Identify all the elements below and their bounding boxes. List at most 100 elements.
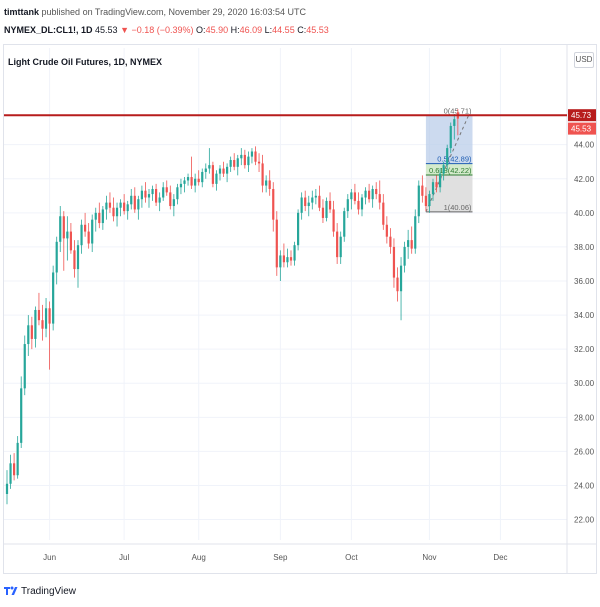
candle-body — [215, 173, 218, 184]
y-tick-label: 34.00 — [574, 311, 595, 320]
y-tick-label: 38.00 — [574, 243, 595, 252]
y-tick-label: 44.00 — [574, 141, 595, 150]
candle-body — [5, 483, 9, 494]
candle-body — [382, 202, 385, 225]
candle-body — [417, 185, 420, 217]
price-change: ▼ −0.18 (−0.39%) — [120, 25, 194, 35]
candle-body — [300, 197, 303, 213]
candle-body — [169, 192, 172, 207]
candle-body — [321, 207, 325, 218]
candle-body — [368, 190, 371, 200]
tradingview-logo-icon[interactable] — [4, 585, 18, 597]
candle-body — [218, 168, 222, 174]
fib-zone-0.5-0.618 — [425, 163, 473, 176]
candle-body — [396, 277, 399, 292]
fib-level-label: 1(40.06) — [444, 203, 472, 212]
y-tick-label: 22.00 — [574, 516, 595, 525]
candle-body — [176, 187, 179, 200]
candle-body — [144, 190, 147, 198]
x-tick-label: Jun — [43, 553, 56, 562]
x-tick-label: Nov — [422, 553, 436, 562]
candle-body — [140, 190, 143, 200]
candle-body — [204, 168, 207, 172]
price-chart[interactable]: 0(45.71)0.5(42.89)0.618(42.22)1(40.06)22… — [0, 0, 600, 577]
tradingview-brand[interactable]: TradingView — [21, 586, 77, 597]
candle-body — [34, 309, 37, 339]
y-tick-label: 26.00 — [574, 447, 595, 456]
candle-body — [297, 212, 300, 246]
candle-body — [186, 177, 190, 181]
candle-body — [137, 199, 140, 210]
y-tick-label: 30.00 — [574, 379, 595, 388]
footer: TradingView — [0, 577, 600, 607]
candle-body — [431, 182, 435, 195]
x-tick-label: Aug — [192, 553, 206, 562]
candle-body — [27, 325, 30, 345]
chart-frame — [3, 44, 597, 574]
author-name[interactable]: timttank — [4, 7, 40, 17]
close-label: C: — [297, 25, 307, 35]
candle-body — [247, 156, 250, 166]
candle-body — [133, 195, 136, 210]
candle-body — [268, 180, 271, 189]
candle-body — [179, 183, 183, 188]
fib-level-label: 0.618(42.22) — [429, 166, 472, 175]
low-value: 44.55 — [272, 25, 295, 35]
candle-body — [318, 195, 321, 208]
candle-body — [190, 177, 193, 186]
candle-body — [421, 185, 424, 196]
candle-body — [257, 161, 261, 164]
candle-body — [360, 197, 364, 210]
y-tick-label: 24.00 — [574, 481, 595, 490]
candle-body — [343, 211, 346, 237]
candle-body — [37, 309, 41, 321]
y-tick-label: 36.00 — [574, 277, 595, 286]
candle-body — [222, 168, 225, 174]
candle-body — [254, 151, 257, 162]
x-tick-label: Jul — [119, 553, 129, 562]
candle-body — [399, 265, 403, 292]
x-tick-label: Sep — [273, 553, 288, 562]
candle-body — [44, 308, 48, 329]
x-tick-label: Oct — [345, 553, 358, 562]
y-tick-label: 28.00 — [574, 413, 595, 422]
candle-body — [240, 154, 243, 159]
candle-body — [91, 219, 94, 244]
candle-body — [105, 202, 108, 210]
candle-body — [229, 160, 232, 167]
candle-body — [9, 463, 12, 484]
candle-body — [115, 207, 119, 217]
candle-body — [165, 187, 168, 193]
y-tick-label: 40.00 — [574, 209, 595, 218]
high-value: 46.09 — [239, 25, 263, 35]
candle-body — [435, 182, 438, 188]
high-price-badge — [568, 109, 596, 122]
candle-body — [407, 240, 410, 247]
chart-title: Light Crude Oil Futures, 1D, NYMEX — [8, 57, 163, 67]
candle-body — [211, 165, 214, 184]
candle-body — [20, 388, 23, 443]
candle-body — [364, 190, 367, 198]
candle-body — [48, 308, 51, 324]
candle-body — [66, 231, 69, 239]
candle-body — [194, 178, 197, 186]
candle-body — [275, 219, 278, 268]
candle-body — [446, 148, 449, 166]
candle-body — [80, 224, 83, 246]
publish-line: timttank published on TradingView.com, N… — [4, 7, 306, 17]
currency-badge[interactable]: USD — [574, 52, 594, 68]
candle-body — [307, 202, 310, 207]
candle-body — [30, 325, 33, 339]
candle-body — [155, 188, 158, 203]
candle-body — [183, 180, 186, 184]
candle-body — [112, 207, 115, 217]
candle-body — [172, 199, 175, 207]
candle-body — [289, 257, 293, 261]
candle-body — [428, 194, 431, 207]
candle-body — [286, 257, 289, 263]
candle-body — [130, 195, 133, 205]
candle-body — [151, 188, 154, 195]
candle-body — [84, 224, 87, 232]
candle-body — [357, 200, 360, 210]
candle-body — [108, 202, 112, 208]
